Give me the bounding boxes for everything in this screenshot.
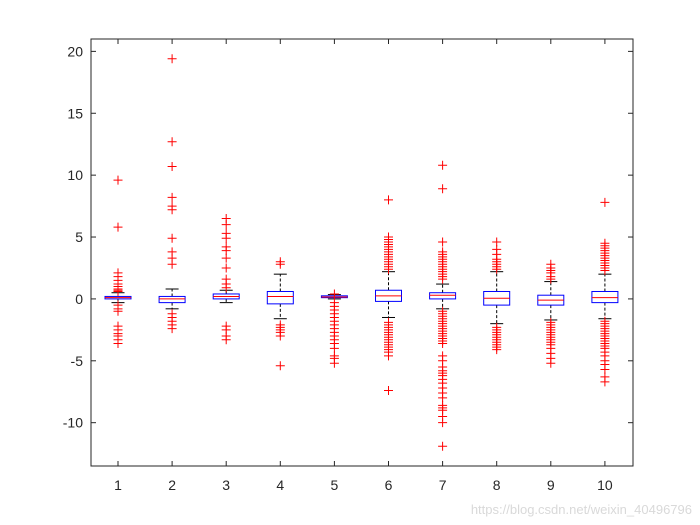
outlier-marker xyxy=(167,205,177,215)
x-tick-label: 5 xyxy=(331,477,339,493)
outlier-marker xyxy=(221,335,231,345)
x-tick-label: 4 xyxy=(276,477,284,493)
plot-frame xyxy=(90,38,634,467)
outlier-marker xyxy=(384,264,393,274)
x-tick-label: 8 xyxy=(493,477,501,493)
box xyxy=(158,295,186,304)
outlier-marker xyxy=(275,331,285,341)
outlier-marker xyxy=(167,161,177,171)
outlier-marker xyxy=(167,259,177,269)
watermark-text: https://blog.csdn.net/weixin_40496796 xyxy=(470,502,692,517)
y-tick-label: 0 xyxy=(75,291,83,307)
outlier-marker xyxy=(438,418,448,428)
plot-area: 20 15 10 5 0 -5 -10 1 2 3 4 5 6 7 8 9 10 xyxy=(63,38,634,493)
outlier-marker xyxy=(113,306,123,316)
outlier-marker xyxy=(438,237,448,247)
outlier-marker xyxy=(167,233,177,243)
outlier-marker xyxy=(492,264,502,274)
outlier-marker xyxy=(221,233,231,243)
outlier-marker xyxy=(167,137,177,147)
x-tick-label: 10 xyxy=(597,477,613,493)
x-tick-label: 1 xyxy=(114,477,122,493)
outlier-marker xyxy=(167,324,177,334)
outlier-marker xyxy=(221,220,231,230)
outlier-marker xyxy=(167,54,177,64)
outlier-marker xyxy=(384,351,393,361)
outlier-marker xyxy=(492,345,502,355)
outlier-marker xyxy=(221,263,231,273)
box xyxy=(266,290,294,305)
x-tick-label: 3 xyxy=(222,477,230,493)
outlier-marker xyxy=(438,338,448,348)
outlier-marker xyxy=(167,192,177,202)
outlier-marker xyxy=(600,265,610,275)
outlier-marker xyxy=(600,377,610,387)
outlier-marker xyxy=(113,175,123,185)
outlier-marker xyxy=(221,253,231,263)
y-tick-label: 20 xyxy=(67,43,83,59)
outlier-marker xyxy=(438,184,448,194)
y-tick-label: 15 xyxy=(67,105,83,121)
outlier-marker xyxy=(600,197,610,207)
outlier-marker xyxy=(329,289,339,299)
outlier-marker xyxy=(275,361,285,371)
outlier-marker xyxy=(384,386,393,396)
outlier-marker xyxy=(275,259,285,269)
y-tick-label: 5 xyxy=(75,229,83,245)
outlier-marker xyxy=(113,338,123,348)
x-tick-label: 9 xyxy=(547,477,555,493)
box xyxy=(429,292,457,300)
outlier-marker xyxy=(329,358,339,368)
outlier-marker xyxy=(546,358,556,368)
x-tick-label: 6 xyxy=(385,477,393,493)
outlier-marker xyxy=(113,286,123,296)
outlier-marker xyxy=(438,274,448,284)
outlier-marker xyxy=(438,160,448,170)
outlier-marker xyxy=(384,195,393,205)
x-tick-label: 2 xyxy=(168,477,176,493)
y-tick-label: -5 xyxy=(71,353,84,369)
box xyxy=(591,290,619,304)
outlier-marker xyxy=(221,283,231,293)
y-tick-label: -10 xyxy=(63,415,83,431)
x-tick-label: 7 xyxy=(439,477,447,493)
outlier-marker xyxy=(546,274,556,284)
y-tick-label: 10 xyxy=(67,167,83,183)
outlier-marker xyxy=(438,441,448,451)
outlier-marker xyxy=(113,222,123,232)
